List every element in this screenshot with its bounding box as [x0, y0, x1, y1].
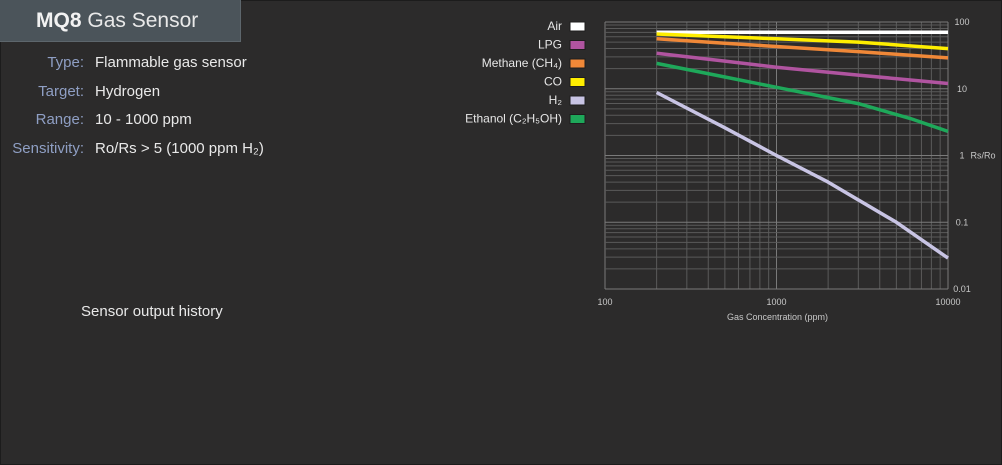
y-tick-label: 10 [957, 84, 967, 94]
series-line [656, 32, 949, 51]
history-label: Sensor output history [81, 303, 223, 320]
x-axis-label: Gas Concentration (ppm) [727, 312, 828, 322]
x-tick-label: 100 [597, 297, 612, 307]
series-line [656, 37, 949, 60]
legend-label: H₂ [549, 93, 563, 107]
y-tick-label: 0.1 [956, 217, 969, 227]
y-axis-label: Rs/Ro [970, 151, 995, 161]
legend-swatch [569, 114, 586, 124]
x-tick-label: 1000 [766, 297, 786, 307]
spec-label: Sensitivity: [12, 139, 84, 157]
spec-value: Hydrogen [95, 82, 161, 100]
legend-swatch [569, 58, 586, 69]
series-line [656, 51, 949, 86]
spec-value: 10 - 1000 ppm [95, 111, 192, 128]
legend-swatch [569, 40, 586, 50]
legend-label: CO [544, 75, 562, 89]
spec-label: Target: [38, 82, 84, 100]
legend-label: Methane (CH₄) [482, 56, 562, 70]
legend-swatch [569, 77, 586, 87]
series-line [655, 90, 949, 260]
legend-swatch [569, 21, 586, 32]
spec-value: Flammable gas sensor [95, 54, 247, 71]
legend-swatch [569, 95, 586, 106]
sensor-model: MQ8 [36, 9, 82, 32]
series-line [656, 61, 949, 134]
y-tick-label: 100 [954, 17, 969, 27]
y-tick-label: 0.01 [953, 284, 971, 294]
title-tab: MQ8 Gas Sensor [0, 0, 241, 42]
x-tick-label: 10000 [935, 297, 960, 307]
y-tick-label: 1 [959, 151, 964, 161]
legend-label: LPG [538, 38, 562, 52]
legend-label: Ethanol (C₂H₅OH) [465, 112, 562, 126]
spec-label: Range: [35, 111, 84, 128]
panel-title: Gas Sensor [87, 9, 199, 32]
spec-value: Ro/Rs > 5 (1000 ppm H₂) [95, 139, 264, 157]
legend-label: Air [547, 19, 562, 33]
spec-label: Type: [47, 54, 84, 71]
